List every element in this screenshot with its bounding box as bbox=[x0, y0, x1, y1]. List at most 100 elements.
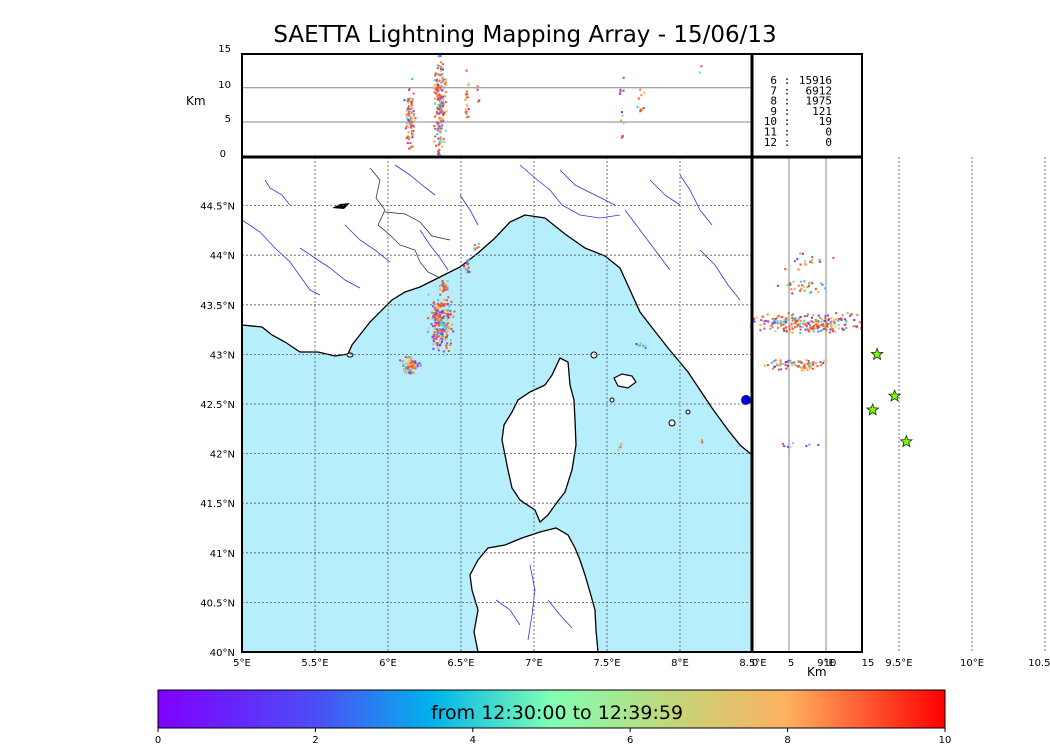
lightning-point bbox=[433, 335, 436, 338]
side-point bbox=[801, 326, 804, 329]
side-point bbox=[845, 320, 848, 323]
lightning-point bbox=[437, 317, 440, 320]
altitude-point bbox=[409, 107, 412, 110]
side-point bbox=[791, 326, 794, 329]
lightning-point bbox=[448, 305, 451, 308]
side-point bbox=[791, 319, 794, 322]
side-point bbox=[801, 284, 804, 287]
altitude-point bbox=[441, 120, 444, 123]
altitude-point bbox=[411, 98, 414, 101]
altitude-point bbox=[442, 78, 445, 81]
lightning-point bbox=[644, 344, 647, 347]
side-point bbox=[837, 324, 840, 326]
altitude-point bbox=[408, 89, 411, 92]
side-point bbox=[809, 261, 812, 263]
lightning-point bbox=[408, 369, 411, 372]
side-point bbox=[841, 314, 844, 317]
side-point bbox=[803, 315, 806, 318]
side-point bbox=[849, 314, 851, 317]
side-point bbox=[788, 331, 791, 334]
lightning-point bbox=[438, 303, 441, 306]
side-point bbox=[802, 323, 805, 326]
lat-label: 41°N bbox=[210, 549, 235, 560]
altitude-point bbox=[409, 142, 412, 144]
lightning-point bbox=[411, 365, 414, 368]
side-point bbox=[787, 312, 790, 315]
lightning-point bbox=[441, 338, 444, 341]
side-point bbox=[799, 289, 801, 292]
altitude-point bbox=[433, 97, 436, 100]
lightning-point bbox=[436, 334, 439, 337]
side-point bbox=[829, 328, 832, 331]
lightning-point bbox=[442, 304, 445, 307]
side-point bbox=[818, 261, 821, 263]
lightning-point bbox=[446, 318, 449, 321]
altitude-point bbox=[439, 89, 442, 92]
side-point bbox=[804, 328, 807, 331]
altitude-scatter bbox=[403, 55, 703, 164]
side-point bbox=[825, 360, 828, 363]
side-point bbox=[822, 328, 825, 330]
altitude-point bbox=[436, 86, 439, 89]
side-point bbox=[825, 322, 827, 325]
side-point bbox=[819, 361, 822, 363]
lightning-point bbox=[427, 293, 430, 296]
side-point bbox=[774, 321, 777, 324]
count-value: 0 bbox=[825, 136, 832, 149]
altitude-point bbox=[405, 108, 408, 111]
altitude-point bbox=[439, 138, 442, 141]
side-point bbox=[787, 319, 790, 322]
lightning-point bbox=[434, 312, 437, 315]
side-point bbox=[776, 322, 779, 325]
altitude-point bbox=[442, 95, 444, 98]
altitude-point bbox=[700, 65, 703, 68]
altitude-point bbox=[436, 67, 439, 70]
altitude-point bbox=[476, 88, 479, 91]
altitude-point bbox=[441, 86, 444, 89]
altitude-panel: 15 10 5 0 Km bbox=[186, 44, 752, 164]
altitude-point bbox=[444, 83, 447, 86]
lightning-point bbox=[418, 364, 421, 367]
count-separator: : bbox=[784, 74, 791, 87]
side-point bbox=[806, 329, 809, 331]
side-point bbox=[854, 325, 857, 328]
side-point bbox=[805, 325, 808, 328]
altitude-point bbox=[411, 133, 414, 136]
lightning-point bbox=[441, 340, 443, 343]
side-point bbox=[803, 289, 806, 292]
colorbar-tick-label: 0 bbox=[155, 735, 161, 746]
colorbar-tick-label: 2 bbox=[312, 735, 318, 746]
side-point bbox=[834, 330, 837, 333]
side-point bbox=[810, 320, 813, 323]
side-point bbox=[827, 318, 830, 320]
altitude-point bbox=[408, 110, 411, 113]
sea-area bbox=[242, 215, 752, 652]
side-point bbox=[856, 325, 859, 328]
lightning-point bbox=[443, 329, 446, 332]
count-value: 6912 bbox=[806, 84, 833, 97]
side-point bbox=[816, 327, 819, 330]
lightning-point bbox=[437, 321, 440, 323]
altitude-point bbox=[438, 118, 441, 121]
elba-island bbox=[613, 373, 637, 389]
altitude-point bbox=[442, 119, 445, 122]
lightning-point bbox=[427, 317, 430, 320]
lightning-point bbox=[636, 344, 639, 347]
altitude-point bbox=[410, 146, 412, 149]
lightning-point bbox=[433, 328, 436, 330]
count-value: 121 bbox=[812, 105, 832, 118]
side-point bbox=[770, 324, 773, 327]
lightning-point bbox=[620, 444, 623, 447]
altitude-point bbox=[443, 141, 446, 144]
lightning-point bbox=[441, 281, 444, 284]
lon-label: 7.5°E bbox=[593, 658, 620, 669]
panel-frame bbox=[241, 53, 863, 653]
altitude-point bbox=[465, 90, 468, 93]
altitude-point bbox=[411, 130, 414, 133]
lightning-point bbox=[440, 319, 443, 321]
lightning-point bbox=[440, 323, 443, 326]
side-point bbox=[804, 365, 807, 368]
side-point bbox=[808, 330, 811, 333]
altitude-point bbox=[435, 111, 438, 113]
altitude-point bbox=[467, 115, 470, 118]
